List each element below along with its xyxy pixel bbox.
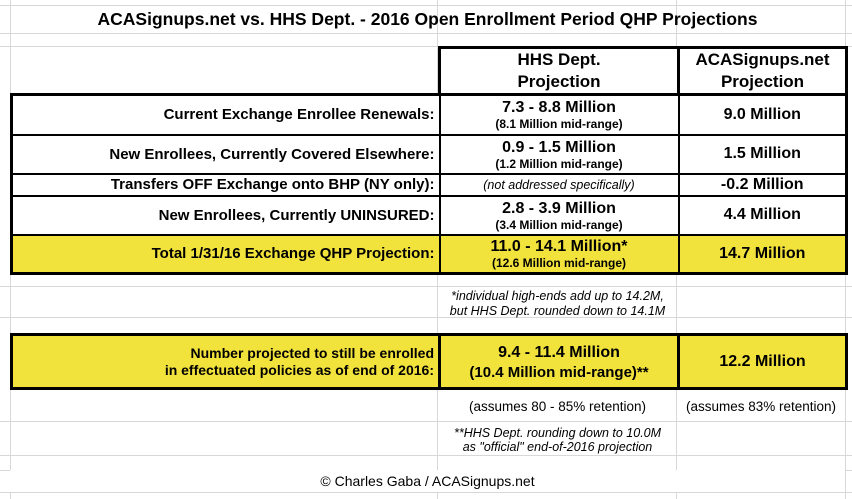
aca-value-cell: 9.0 Million bbox=[677, 93, 848, 136]
column-header-hhs-line1: HHS Dept. bbox=[517, 50, 601, 70]
hhs-retention-assumption: (assumes 80 - 85% retention) bbox=[468, 399, 647, 414]
hhs-range: 11.0 - 14.1 Million* bbox=[490, 238, 628, 256]
footnote-rounding: **HHS Dept. rounding down to 10.0M as "o… bbox=[438, 426, 677, 454]
row-label: New Enrollees, Currently Covered Elsewhe… bbox=[10, 133, 441, 175]
aca-value-cell: 1.5 Million bbox=[677, 133, 848, 175]
table-row-renewals: Current Exchange Enrollee Renewals: 7.3 … bbox=[10, 93, 848, 136]
column-header-aca: ACASignups.net Projection bbox=[677, 46, 848, 96]
header-spacer-cell bbox=[12, 48, 440, 95]
copyright-footer: © Charles Gaba / ACASignups.net bbox=[10, 470, 845, 492]
row-label-line2: in effectuated policies as of end of 201… bbox=[164, 361, 434, 378]
end-of-2016-table: Number projected to still be enrolled in… bbox=[10, 333, 848, 390]
hhs-value-cell: 11.0 - 14.1 Million* (12.6 Million mid-r… bbox=[438, 233, 680, 275]
row-label: Total 1/31/16 Exchange QHP Projection: bbox=[10, 233, 441, 275]
hhs-mid-range: (12.6 Million mid-range) bbox=[491, 256, 626, 271]
row-label: Transfers OFF Exchange onto BHP (NY only… bbox=[10, 172, 441, 197]
aca-value-cell: -0.2 Million bbox=[677, 172, 848, 197]
hhs-value-cell: 0.9 - 1.5 Million (1.2 Million mid-range… bbox=[438, 133, 680, 175]
hhs-value-cell: 7.3 - 8.8 Million (8.1 Million mid-range… bbox=[438, 93, 680, 136]
hhs-mid-range: (10.4 Million mid-range)** bbox=[469, 363, 649, 381]
hhs-mid-range: (3.4 Million mid-range) bbox=[495, 217, 623, 232]
aca-retention-assumption: (assumes 83% retention) bbox=[685, 399, 837, 414]
aca-value-cell: 4.4 Million bbox=[677, 194, 848, 236]
page-title: ACASignups.net vs. HHS Dept. - 2016 Open… bbox=[97, 9, 758, 29]
row-label: Current Exchange Enrollee Renewals: bbox=[10, 93, 441, 136]
projections-table: HHS Dept. Projection ACASignups.net Proj… bbox=[10, 46, 848, 275]
table-row-end-2016-highlighted: Number projected to still be enrolled in… bbox=[10, 333, 848, 390]
hhs-mid-range: (8.1 Million mid-range) bbox=[495, 117, 623, 132]
gridline-horizontal bbox=[0, 317, 852, 318]
header-row: HHS Dept. Projection ACASignups.net Proj… bbox=[12, 46, 848, 96]
hhs-value-cell: 9.4 - 11.4 Million (10.4 Million mid-ran… bbox=[438, 333, 680, 390]
table-row-total-highlighted: Total 1/31/16 Exchange QHP Projection: 1… bbox=[10, 233, 848, 275]
footnote-rounding-line1: **HHS Dept. rounding down to 10.0M bbox=[453, 426, 662, 440]
gridline-horizontal bbox=[0, 33, 852, 34]
gridline-horizontal bbox=[0, 46, 852, 47]
hhs-range: 9.4 - 11.4 Million bbox=[498, 343, 620, 361]
footnote-high-ends: *individual high-ends add up to 14.2M, b… bbox=[438, 289, 677, 319]
row-label-line1: Number projected to still be enrolled bbox=[190, 344, 434, 361]
footnote-high-ends-line2: but HHS Dept. rounded down to 14.1M bbox=[449, 304, 666, 318]
aca-value-cell: 12.2 Million bbox=[677, 333, 848, 390]
column-header-hhs-line2: Projection bbox=[517, 72, 601, 91]
gridline-vertical bbox=[10, 0, 11, 499]
hhs-not-addressed-note: (not addressed specifically) bbox=[438, 172, 680, 197]
row-label: Number projected to still be enrolled in… bbox=[10, 333, 441, 390]
gridline-horizontal bbox=[0, 421, 852, 422]
table-row-uninsured: New Enrollees, Currently UNINSURED: 2.8 … bbox=[10, 194, 848, 236]
gridline-horizontal bbox=[0, 492, 852, 493]
hhs-range: 7.3 - 8.8 Million bbox=[502, 99, 616, 117]
footnote-rounding-line2: as "official" end-of-2016 projection bbox=[462, 440, 653, 454]
gridline-horizontal bbox=[0, 5, 852, 6]
gridline-horizontal bbox=[0, 455, 852, 456]
row-label: New Enrollees, Currently UNINSURED: bbox=[10, 194, 441, 236]
column-header-aca-line2: Projection bbox=[720, 72, 805, 91]
hhs-range: 0.9 - 1.5 Million bbox=[502, 138, 616, 156]
gridline-horizontal bbox=[0, 286, 852, 287]
hhs-value-cell: 2.8 - 3.9 Million (3.4 Million mid-range… bbox=[438, 194, 680, 236]
aca-value-cell: 14.7 Million bbox=[677, 233, 848, 275]
table-row-covered-elsewhere: New Enrollees, Currently Covered Elsewhe… bbox=[10, 133, 848, 175]
table-row-bhp-transfers: Transfers OFF Exchange onto BHP (NY only… bbox=[10, 172, 848, 197]
hhs-range: 2.8 - 3.9 Million bbox=[502, 199, 616, 217]
footnote-high-ends-line1: *individual high-ends add up to 14.2M, bbox=[451, 289, 664, 303]
column-header-aca-line1: ACASignups.net bbox=[695, 50, 830, 70]
hhs-mid-range: (1.2 Million mid-range) bbox=[495, 156, 623, 171]
column-header-hhs: HHS Dept. Projection bbox=[438, 46, 680, 96]
